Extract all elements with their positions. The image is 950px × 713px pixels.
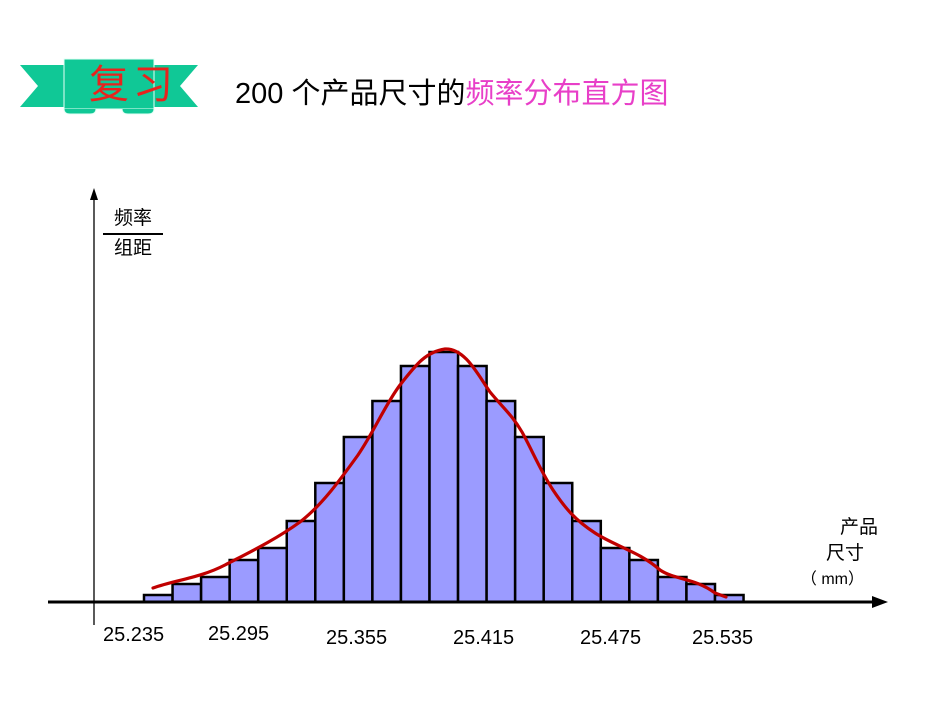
- x-tick-label: 25.415: [453, 627, 515, 649]
- histogram-bar: [199, 575, 231, 604]
- banner-label: 复习: [89, 63, 177, 107]
- title-accent: 频率分布直方图: [465, 78, 669, 110]
- x-tick-label: 25.295: [208, 623, 270, 645]
- title-prefix: 200 个产品尺寸的: [235, 78, 466, 110]
- histogram-bars: [142, 350, 745, 604]
- histogram-bar: [342, 435, 374, 604]
- x-tick-label: 25.355: [326, 627, 388, 649]
- x-tick-label: 25.475: [580, 627, 642, 649]
- y-axis-arrow-icon: [90, 188, 98, 200]
- histogram-bar: [513, 435, 545, 604]
- y-axis-label: 频率 组距: [103, 206, 163, 262]
- x-label-line2: 尺寸: [825, 543, 864, 564]
- histogram-bar: [485, 399, 517, 604]
- histogram-bar: [428, 350, 460, 604]
- histogram-bar: [285, 519, 317, 604]
- y-label-denominator: 组距: [113, 237, 152, 259]
- y-label-numerator: 频率: [113, 208, 152, 229]
- x-axis-arrow-icon: [872, 596, 888, 608]
- histogram-bar: [371, 399, 403, 604]
- histogram-bar: [599, 546, 631, 604]
- histogram-bar: [171, 582, 203, 604]
- histogram-bar: [314, 481, 346, 604]
- histogram-bar: [256, 546, 289, 604]
- histogram-bar: [656, 575, 688, 604]
- histogram-bar: [228, 558, 260, 604]
- review-banner: 复习: [20, 55, 198, 117]
- histogram-bar: [685, 582, 717, 604]
- fraction-bar: [103, 233, 163, 235]
- x-label-unit: （ mm）: [800, 571, 864, 588]
- ribbon-icon: [20, 58, 198, 115]
- x-tick-label: 25.235: [103, 624, 165, 646]
- x-label-line1: 产品: [839, 517, 878, 538]
- histogram-bar: [542, 481, 574, 604]
- density-curve: [151, 347, 728, 599]
- histogram-bar: [399, 364, 431, 604]
- histogram-bar: [456, 364, 488, 604]
- x-tick-label: 25.535: [692, 627, 754, 649]
- x-axis-label: 产品 尺寸 （ mm）: [800, 515, 878, 593]
- page-title: 200 个产品尺寸的频率分布直方图: [235, 70, 668, 112]
